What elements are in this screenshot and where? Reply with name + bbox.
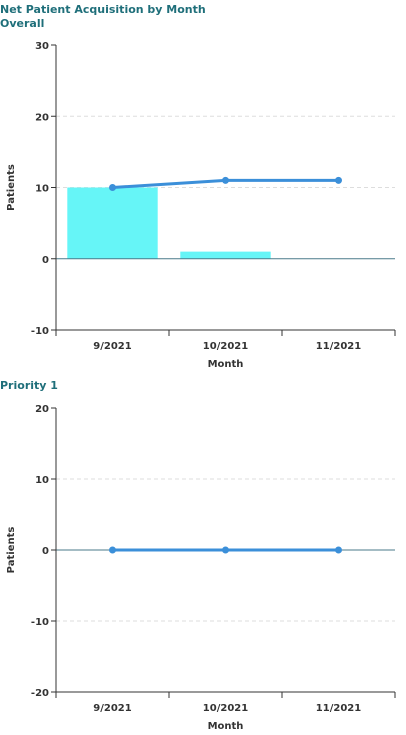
priority1-point-9/2021: [109, 546, 116, 554]
priority1-point-11/2021: [335, 546, 342, 554]
page-title: Net Patient Acquisition by Month: [0, 3, 206, 16]
overall-point-10/2021: [222, 176, 229, 184]
overall-y-tick-label: 0: [42, 255, 49, 266]
overall-bar-10/2021: [180, 251, 271, 259]
priority1-y-tick-label: 20: [35, 404, 49, 415]
overall-y-tick-label: 20: [35, 112, 49, 123]
priority1-x-tick-label: 9/2021: [93, 703, 131, 714]
priority1-x-tick-label: 11/2021: [316, 703, 361, 714]
overall-x-axis-title: Month: [208, 359, 244, 370]
chart-title-overall: Overall: [0, 17, 45, 30]
priority1-y-axis-title: Patients: [6, 527, 17, 574]
overall-y-tick-label: -10: [31, 326, 49, 337]
overall-bar-9/2021: [67, 187, 158, 259]
overall-y-axis-title: Patients: [6, 164, 17, 211]
priority1-y-tick-label: -10: [31, 617, 49, 628]
overall-chart: 30 20 10 0 -10 9/2021 10/2021 11/2021 Month Patie…: [6, 41, 396, 370]
overall-point-9/2021: [109, 184, 116, 191]
priority1-y-tick-label: 10: [35, 475, 49, 486]
priority1-y-tick-label: 0: [42, 546, 49, 557]
overall-x-tick-label: 10/2021: [203, 341, 248, 352]
overall-y-tick-label: 10: [35, 184, 49, 195]
priority1-x-tick-label: 10/2021: [203, 703, 248, 714]
priority1-x-axis-title: Month: [208, 721, 244, 732]
overall-x-tick-label: 11/2021: [316, 341, 361, 352]
overall-point-11/2021: [335, 176, 342, 184]
priority1-y-tick-label: -20: [31, 688, 49, 699]
priority1-point-10/2021: [222, 546, 229, 554]
overall-x-tick-label: 9/2021: [93, 341, 131, 352]
chart-title-priority-1: Priority 1: [0, 379, 58, 392]
overall-y-tick-label: 30: [35, 41, 49, 52]
